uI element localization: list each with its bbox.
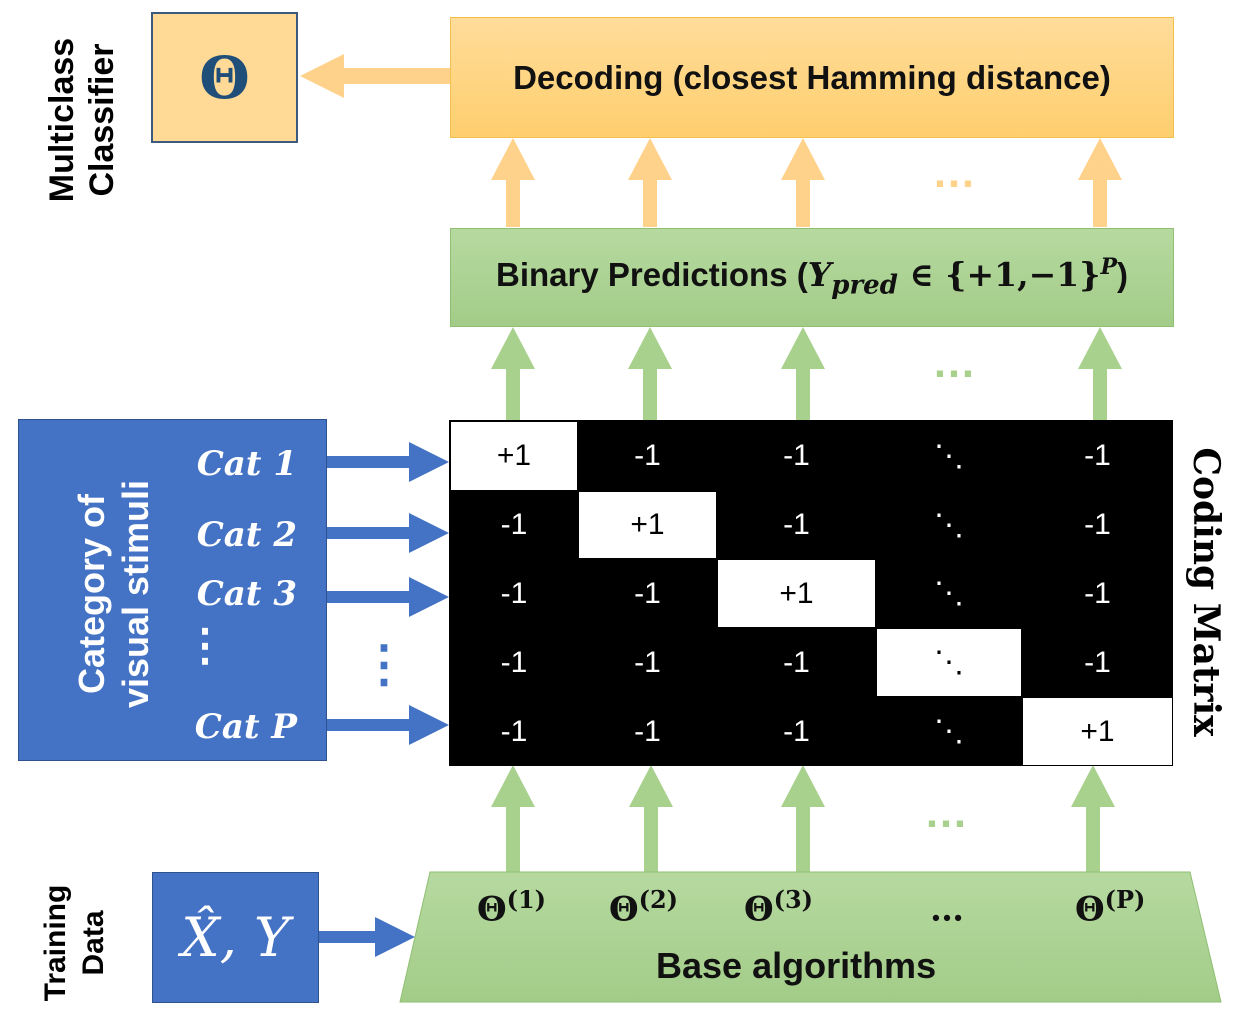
bp-sub: pred — [831, 270, 898, 301]
theta-superscript: (1) — [506, 885, 547, 914]
base-algorithm-item: Θ(P) — [1075, 885, 1145, 929]
decoding-label: Decoding (closest Hamming distance) — [513, 58, 1111, 96]
bp-sup: P — [1100, 254, 1118, 281]
bp-set: ∈ {+1,−1} — [897, 255, 1101, 295]
bp-prefix: Binary Predictions ( — [495, 256, 808, 294]
matrix-cell: -1 — [1084, 576, 1111, 610]
arrow-category-to-matrix — [326, 705, 449, 745]
matrix-cell: -1 — [634, 714, 661, 748]
matrix-cell: +1 — [450, 421, 578, 491]
training-input: X̂, Y — [181, 906, 290, 969]
base-algorithms-label: Base algorithms — [656, 945, 937, 986]
theta-superscript: (2) — [638, 885, 679, 914]
theta-symbol: Θ — [744, 889, 774, 930]
matrix-cell: -1 — [500, 714, 528, 748]
arrow-to-matrix — [781, 765, 825, 872]
arrow-category-to-matrix — [326, 513, 449, 553]
bp-suffix: ) — [1117, 256, 1129, 294]
binary-predictions-box: Binary Predictions (Ypred ∈ {+1,−1}P) — [450, 228, 1174, 327]
matrix-cell: -1 — [500, 508, 528, 541]
category-dots: ⋮ — [359, 636, 409, 692]
decoding-box: Decoding (closest Hamming distance) — [450, 17, 1174, 138]
bp-y: Y — [807, 255, 832, 295]
matrix-cell: -1 — [634, 439, 661, 472]
arrow-to-predictions — [628, 327, 672, 420]
arrow-category-to-matrix — [326, 442, 449, 482]
base-algorithm-item: … — [930, 885, 964, 929]
matrix-cell: -1 — [634, 576, 661, 610]
arrow-to-decoding — [1078, 138, 1122, 227]
category-item: ⋮ — [183, 620, 227, 671]
category-item: Cat 2 — [196, 515, 297, 555]
ellipsis-top: … — [932, 148, 976, 197]
matrix-cell: -1 — [500, 645, 528, 679]
arrow-to-predictions — [491, 327, 535, 420]
category-item: Cat 3 — [196, 574, 297, 614]
matrix-cell: +1 — [578, 491, 717, 559]
matrix-cell: +1 — [717, 559, 876, 628]
arrow-to-classifier — [300, 54, 450, 98]
matrix-cell: -1 — [783, 508, 810, 541]
arrow-training-to-base — [318, 917, 415, 957]
matrix-cell: ⋱ — [934, 439, 964, 473]
theta-superscript: (P) — [1104, 885, 1146, 914]
theta-symbol: Θ — [199, 43, 250, 112]
theta-symbol: … — [930, 889, 964, 930]
ellipsis-bottom: … — [924, 788, 968, 837]
training-data-box: X̂, Y — [152, 872, 319, 1003]
theta-symbol: Θ — [477, 889, 507, 930]
arrow-category-to-matrix — [326, 577, 449, 617]
arrow-to-matrix — [629, 765, 673, 872]
arrow-to-predictions — [1078, 327, 1122, 420]
matrix-cell: ⋱ — [934, 508, 964, 542]
base-algorithm-item: Θ(3) — [744, 885, 813, 929]
arrow-to-predictions — [781, 327, 825, 420]
ellipsis-middle: … — [932, 338, 976, 387]
category-item: Cat P — [194, 707, 297, 747]
coding-matrix: +1 -1 -1 ⋱ -1 -1 +1 -1 ⋱ -1 -1 -1 +1 ⋱ -1 -1 -1 -1 ⋱ -1 -1 -1… — [449, 420, 1173, 766]
category-item: Cat 1 — [196, 444, 297, 484]
theta-symbol: Θ — [1075, 889, 1105, 930]
matrix-cell: -1 — [783, 714, 810, 748]
multiclass-classifier-box: Θ — [151, 12, 298, 143]
theta-superscript: (3) — [773, 885, 814, 914]
matrix-cell: -1 — [783, 645, 810, 679]
matrix-cell: ⋱ — [934, 577, 964, 610]
arrow-to-matrix — [491, 765, 535, 872]
category-box: Category of visual stimuli Cat 1 Cat 2 Cat… — [18, 419, 409, 761]
matrix-cell: -1 — [1084, 645, 1111, 679]
matrix-cell: -1 — [634, 645, 661, 679]
base-algorithm-item: Θ(2) — [609, 885, 678, 929]
base-algorithm-item: Θ(1) — [477, 885, 546, 929]
arrow-to-matrix — [1071, 765, 1115, 872]
matrix-cell: ⋱ — [876, 628, 1022, 697]
matrix-cell: -1 — [1084, 439, 1111, 472]
arrow-to-decoding — [781, 138, 825, 227]
arrow-to-decoding — [628, 138, 672, 227]
matrix-cell: -1 — [500, 576, 528, 610]
theta-symbol: Θ — [609, 889, 639, 930]
matrix-cell: -1 — [783, 439, 810, 472]
matrix-cell: ⋱ — [934, 715, 964, 748]
arrow-to-decoding — [491, 138, 535, 227]
matrix-cell: +1 — [1022, 697, 1173, 766]
matrix-cell: -1 — [1084, 508, 1111, 541]
binary-predictions-label: Binary Predictions (Ypred ∈ {+1,−1}P) — [496, 254, 1128, 301]
